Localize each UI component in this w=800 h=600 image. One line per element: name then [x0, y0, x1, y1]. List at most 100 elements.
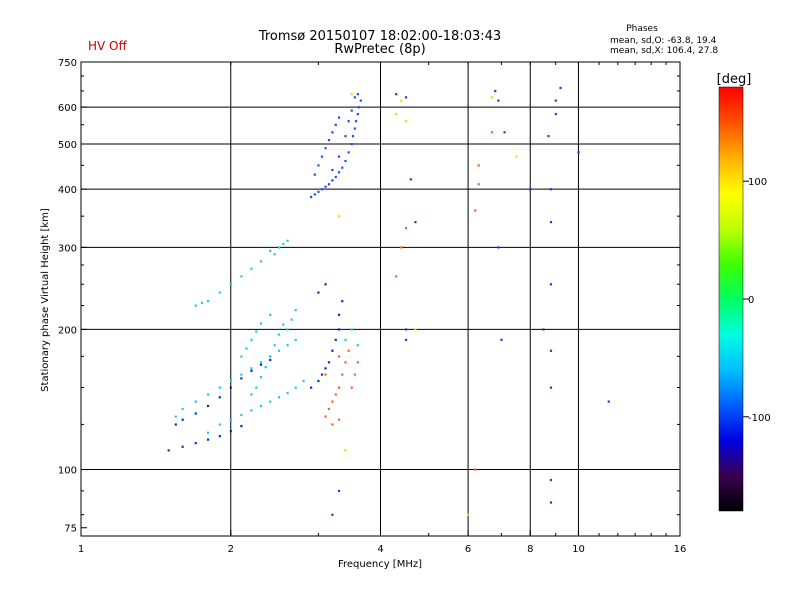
data-point [350, 109, 353, 112]
data-point [414, 221, 417, 224]
colorbar-tick-label: -100 [748, 413, 771, 424]
data-point [344, 159, 347, 163]
data-point [414, 328, 417, 331]
data-point [282, 242, 285, 246]
data-point [337, 328, 341, 331]
data-point [404, 227, 408, 230]
x-tick-label: 8 [527, 544, 533, 555]
data-point [245, 347, 248, 350]
data-point [229, 379, 232, 383]
data-point [218, 396, 221, 399]
data-point [549, 188, 553, 191]
colorbar-ticks: 100 0 -100 [743, 177, 771, 424]
data-point [250, 409, 253, 412]
data-point [324, 367, 327, 370]
data-point [218, 435, 221, 438]
data-point [286, 344, 289, 347]
data-point [334, 393, 337, 396]
data-point [404, 338, 408, 341]
data-point [356, 93, 359, 96]
data-point [344, 135, 347, 138]
data-point [255, 386, 258, 389]
data-point [218, 423, 221, 426]
data-point [351, 135, 355, 138]
colorbar-gradient [718, 86, 744, 512]
data-point [554, 112, 557, 116]
data-point [286, 392, 289, 395]
data-point [229, 429, 232, 433]
data-point [337, 313, 341, 316]
data-point [404, 328, 408, 331]
x-axis-ticks: 1 2 4 6 8 10 16 [78, 62, 686, 555]
data-point [240, 413, 243, 417]
data-point [327, 139, 331, 142]
data-point [269, 249, 272, 252]
data-point [181, 407, 184, 411]
chart-subtitle: RwPretec (8p) [334, 42, 425, 57]
data-point [549, 349, 553, 352]
data-point [313, 193, 316, 196]
y-tick-label: 600 [58, 103, 77, 114]
data-point [331, 168, 334, 172]
data-point [259, 260, 263, 263]
data-point [547, 135, 550, 138]
data-point [327, 407, 331, 411]
data-point [218, 291, 221, 294]
data-point [255, 330, 258, 333]
data-point [331, 179, 334, 182]
data-point [529, 188, 532, 191]
data-point [218, 386, 221, 389]
data-point [206, 431, 210, 434]
phase-title: Phases [626, 24, 658, 34]
data-point [174, 423, 177, 426]
data-point [549, 221, 553, 224]
data-point [334, 338, 337, 341]
data-points [167, 86, 610, 516]
data-point [356, 344, 359, 347]
data-point [334, 175, 337, 179]
data-point [313, 173, 316, 176]
data-point [206, 393, 210, 396]
chart-title: Tromsø 20150107 18:02:00-18:03:43 [258, 29, 501, 44]
data-point [549, 501, 553, 504]
y-tick-label: 200 [58, 325, 77, 336]
data-point [264, 366, 267, 369]
data-point [477, 183, 480, 186]
data-point [327, 361, 331, 364]
data-point [259, 361, 263, 364]
data-point [286, 328, 289, 331]
data-point [317, 291, 320, 294]
data-point [200, 301, 204, 305]
data-point [286, 239, 289, 242]
data-point [359, 99, 362, 102]
data-point [194, 412, 197, 415]
data-point [607, 400, 610, 403]
data-point [350, 386, 353, 389]
y-tick-label: 300 [58, 243, 77, 254]
data-point [206, 438, 210, 441]
data-point [344, 361, 347, 364]
data-point [344, 338, 347, 341]
data-point [344, 449, 347, 452]
grid-lines [81, 62, 680, 536]
x-tick-label: 4 [377, 544, 383, 555]
data-point [320, 373, 324, 376]
data-point [354, 120, 358, 123]
data-point [500, 338, 503, 341]
data-point [277, 349, 281, 352]
data-point [273, 344, 276, 347]
data-point [294, 386, 297, 389]
data-point [317, 379, 320, 383]
data-point [350, 328, 353, 331]
data-point [229, 418, 232, 421]
data-point [490, 96, 494, 99]
data-point [250, 393, 253, 396]
data-point [269, 355, 272, 358]
data-point [337, 171, 341, 174]
data-point [353, 127, 356, 130]
data-point [324, 415, 327, 418]
data-point [404, 96, 408, 99]
data-point [324, 147, 327, 150]
hv-status-label: HV Off [88, 39, 127, 53]
